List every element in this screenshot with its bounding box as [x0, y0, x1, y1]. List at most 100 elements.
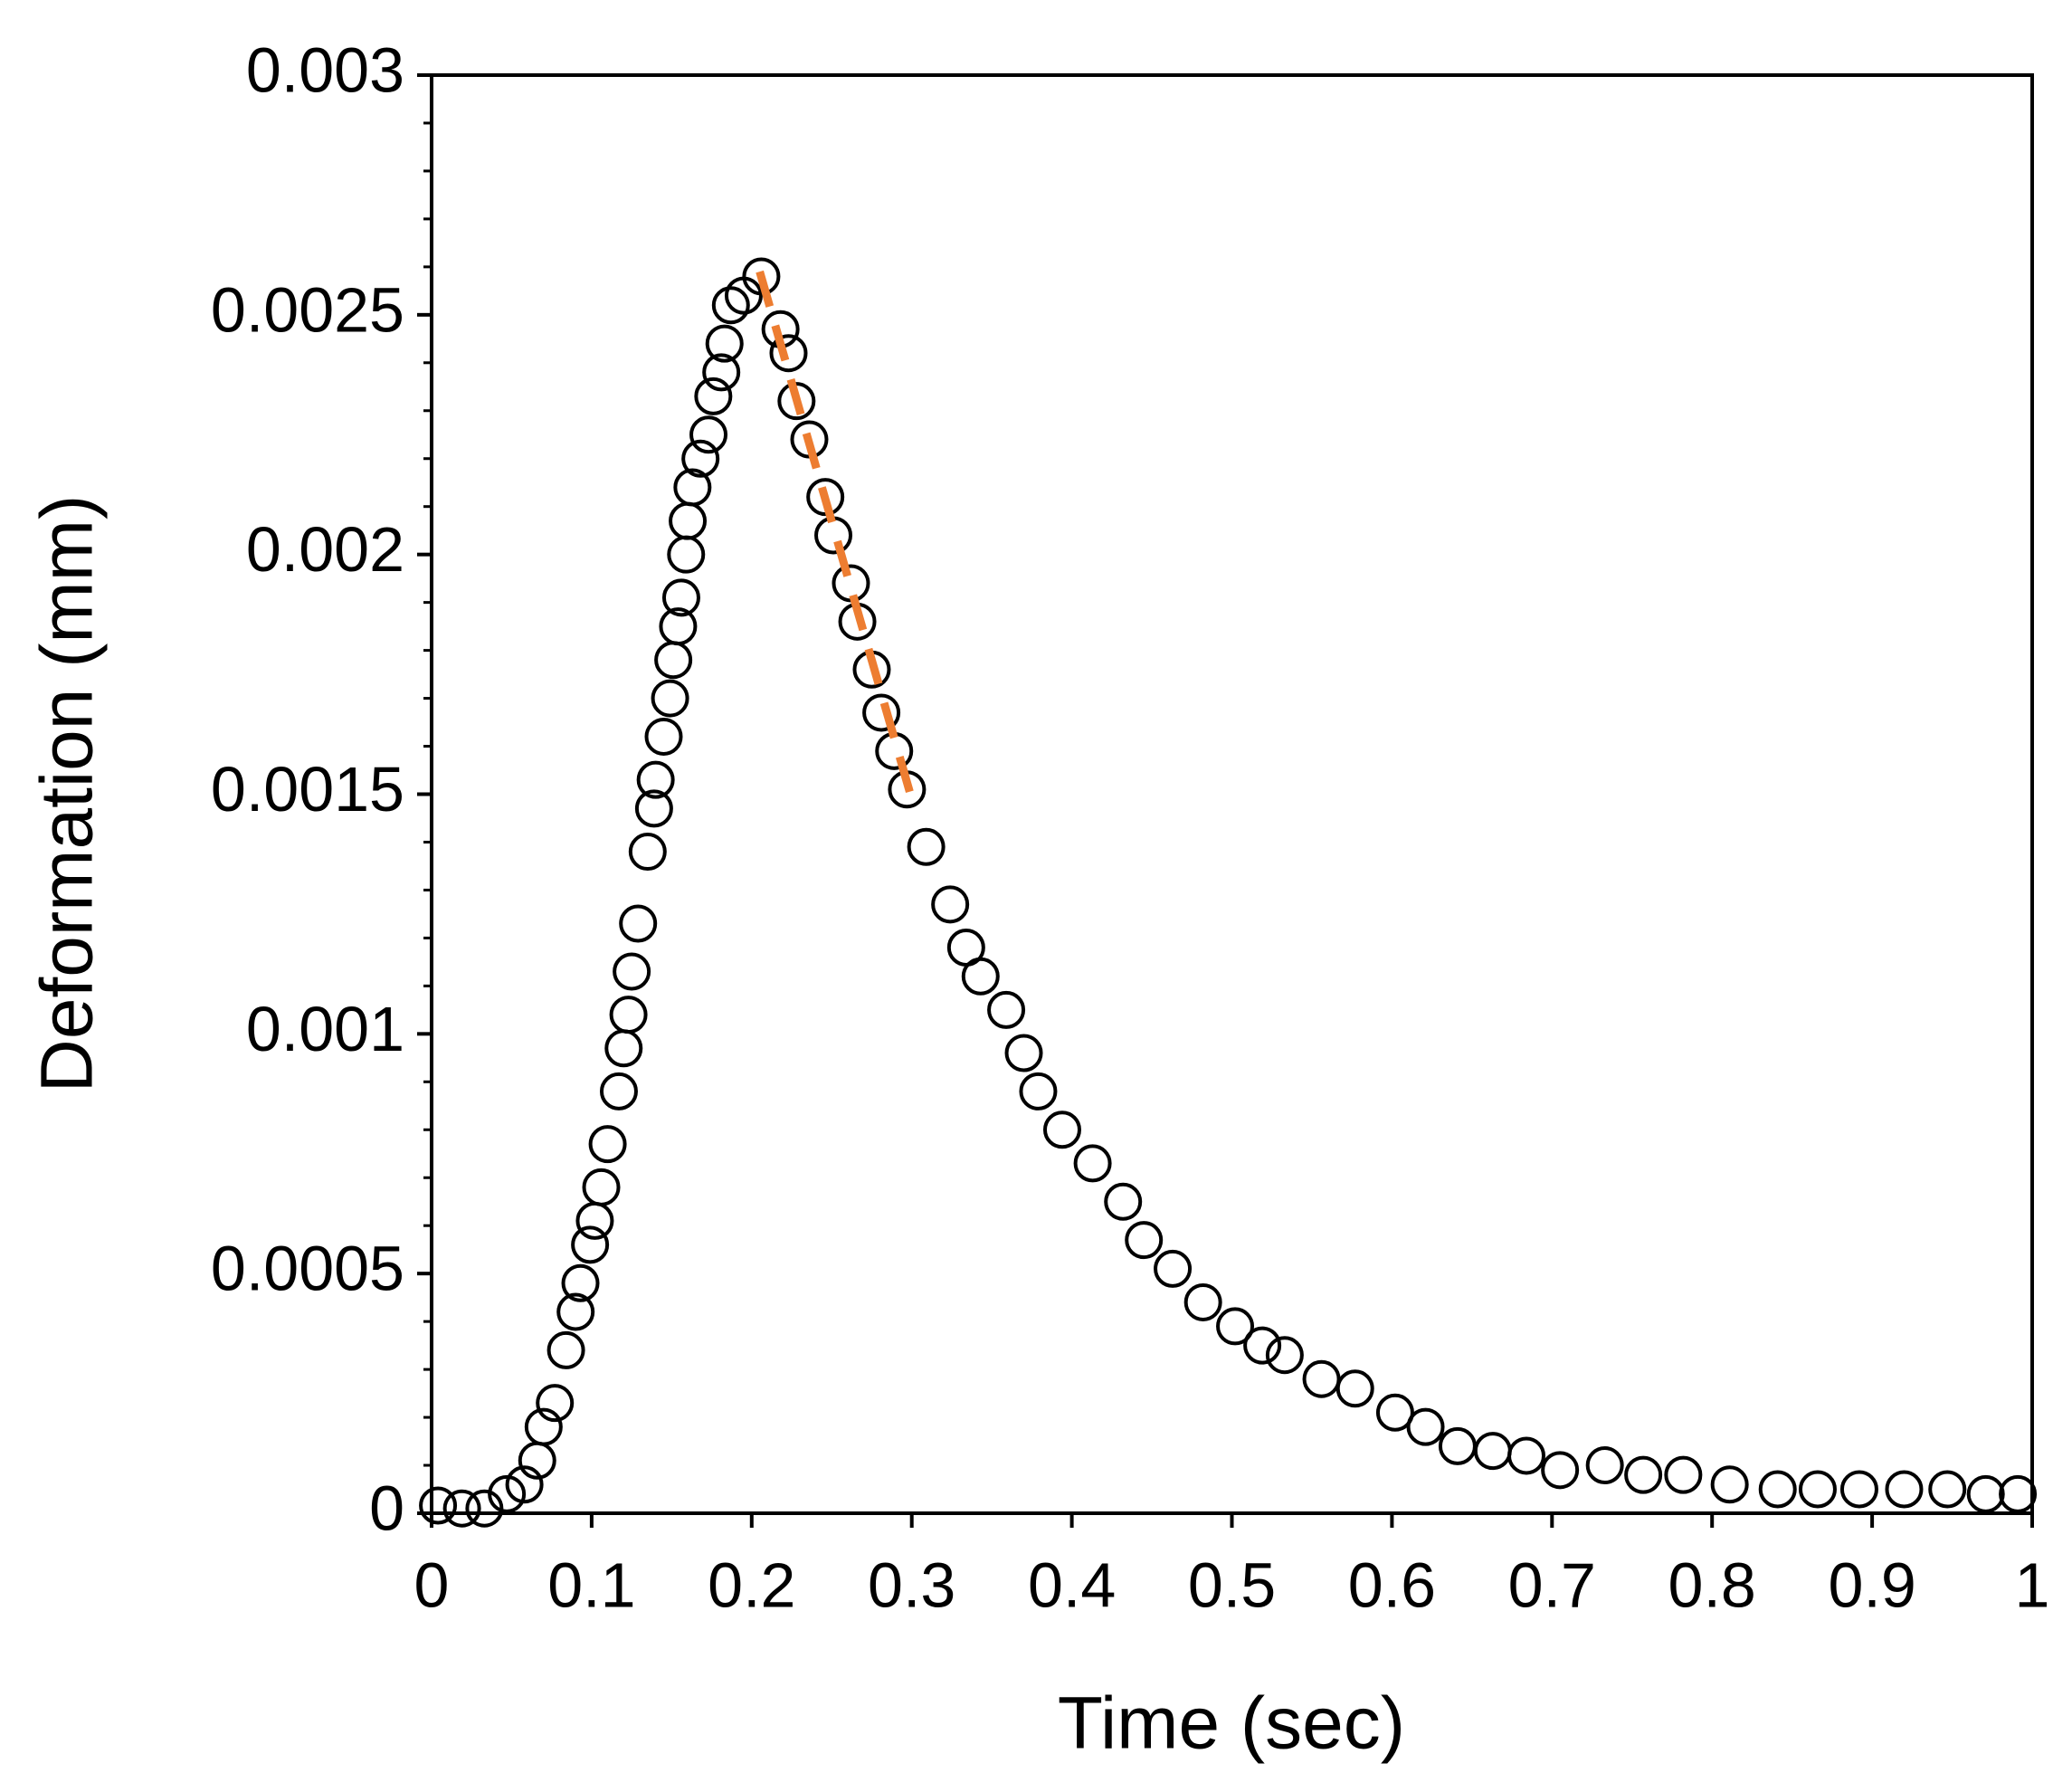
data-point	[1473, 1432, 1512, 1471]
data-point	[609, 996, 648, 1034]
x-tick-label: 1	[2015, 1549, 2050, 1620]
data-point	[644, 717, 683, 756]
data-point	[613, 952, 651, 991]
x-tick-label: 0.2	[708, 1549, 795, 1620]
data-point	[1216, 1307, 1255, 1346]
data-point	[1798, 1470, 1837, 1509]
data-point	[634, 789, 673, 828]
data-point	[667, 535, 706, 574]
data-point	[1042, 1110, 1081, 1149]
x-tick-label: 0.6	[1348, 1549, 1436, 1620]
data-point	[1710, 1465, 1749, 1504]
data-point	[588, 1125, 627, 1164]
data-point	[1265, 1336, 1304, 1375]
data-point	[1125, 1221, 1164, 1260]
data-point	[832, 564, 870, 603]
data-point	[582, 1168, 621, 1206]
data-point	[1664, 1455, 1703, 1494]
x-tick-label: 0	[414, 1549, 450, 1620]
data-point	[636, 760, 675, 799]
data-point	[561, 1263, 600, 1302]
data-point	[651, 679, 689, 718]
data-point	[1406, 1407, 1445, 1446]
data-point	[1154, 1249, 1193, 1288]
data-point	[628, 833, 667, 872]
data-point	[505, 1465, 544, 1504]
data-point	[987, 990, 1026, 1029]
x-tick-label: 0.8	[1668, 1549, 1756, 1620]
y-tick-label: 0.0015	[211, 754, 404, 825]
data-point	[673, 468, 712, 507]
data-point	[661, 578, 700, 617]
data-point	[1758, 1470, 1797, 1509]
x-tick-label: 0.1	[547, 1549, 635, 1620]
data-point	[769, 334, 808, 373]
data-point	[1999, 1474, 2038, 1513]
data-point	[689, 415, 728, 454]
data-point	[711, 286, 750, 325]
x-tick-label: 0.4	[1028, 1549, 1116, 1620]
data-point	[547, 1330, 585, 1369]
plot-frame	[430, 73, 2034, 1515]
y-tick-label: 0.0005	[211, 1234, 404, 1304]
data-point	[524, 1407, 563, 1446]
y-tick-label: 0.003	[246, 34, 404, 105]
data-point	[681, 439, 720, 478]
data-point	[442, 1489, 481, 1528]
data-point	[806, 478, 845, 517]
data-point	[814, 516, 853, 555]
data-point	[1183, 1282, 1222, 1321]
data-point	[875, 731, 914, 770]
data-point	[907, 827, 946, 866]
data-point	[1104, 1182, 1143, 1221]
data-point	[488, 1474, 527, 1513]
data-point	[1243, 1326, 1282, 1365]
data-point	[702, 353, 741, 392]
data-point	[1019, 1072, 1058, 1110]
y-axis-title: Deformation (mm)	[26, 495, 109, 1093]
data-point	[1375, 1393, 1414, 1432]
data-point	[777, 382, 816, 421]
data-point	[599, 1072, 638, 1110]
x-tick-label: 0.9	[1828, 1549, 1915, 1620]
y-tick-label: 0.0025	[211, 274, 404, 345]
fit-line	[756, 270, 917, 801]
data-point	[575, 1201, 614, 1240]
data-point	[654, 641, 693, 680]
data-point	[1624, 1455, 1663, 1494]
data-point	[1335, 1369, 1374, 1408]
data-point	[604, 1029, 643, 1068]
y-tick-label: 0	[369, 1473, 404, 1543]
data-point	[1839, 1470, 1878, 1509]
data-point	[536, 1384, 575, 1423]
data-point	[931, 885, 970, 924]
data-point	[556, 1292, 595, 1331]
data-point	[742, 257, 781, 296]
data-point	[1966, 1474, 2005, 1513]
x-tick-label: 0.5	[1188, 1549, 1276, 1620]
data-point	[694, 377, 733, 415]
data-point	[1302, 1359, 1341, 1398]
data-point	[1585, 1446, 1624, 1485]
data-point	[571, 1225, 610, 1264]
data-point	[1004, 1034, 1043, 1072]
y-tick-label: 0.001	[246, 994, 404, 1064]
data-point	[659, 607, 698, 646]
data-point	[1506, 1436, 1545, 1475]
data-point	[1073, 1144, 1112, 1183]
data-point	[669, 501, 708, 540]
data-point	[862, 693, 901, 732]
data-point	[1885, 1470, 1924, 1509]
x-axis-title: Time (sec)	[1058, 1682, 1405, 1765]
x-tick-label: 0.3	[868, 1549, 955, 1620]
data-point	[705, 324, 744, 363]
data-point	[1928, 1470, 1967, 1509]
data-point	[961, 957, 1000, 996]
data-point	[619, 904, 658, 943]
data-point	[419, 1486, 458, 1525]
data-point	[1438, 1426, 1477, 1465]
y-tick-label: 0.002	[246, 514, 404, 585]
x-tick-label: 0.7	[1508, 1549, 1596, 1620]
data-point	[1541, 1451, 1580, 1490]
